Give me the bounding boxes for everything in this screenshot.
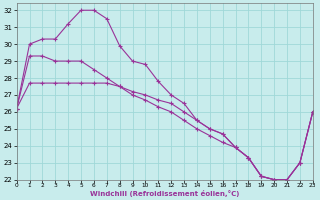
X-axis label: Windchill (Refroidissement éolien,°C): Windchill (Refroidissement éolien,°C) <box>90 190 239 197</box>
